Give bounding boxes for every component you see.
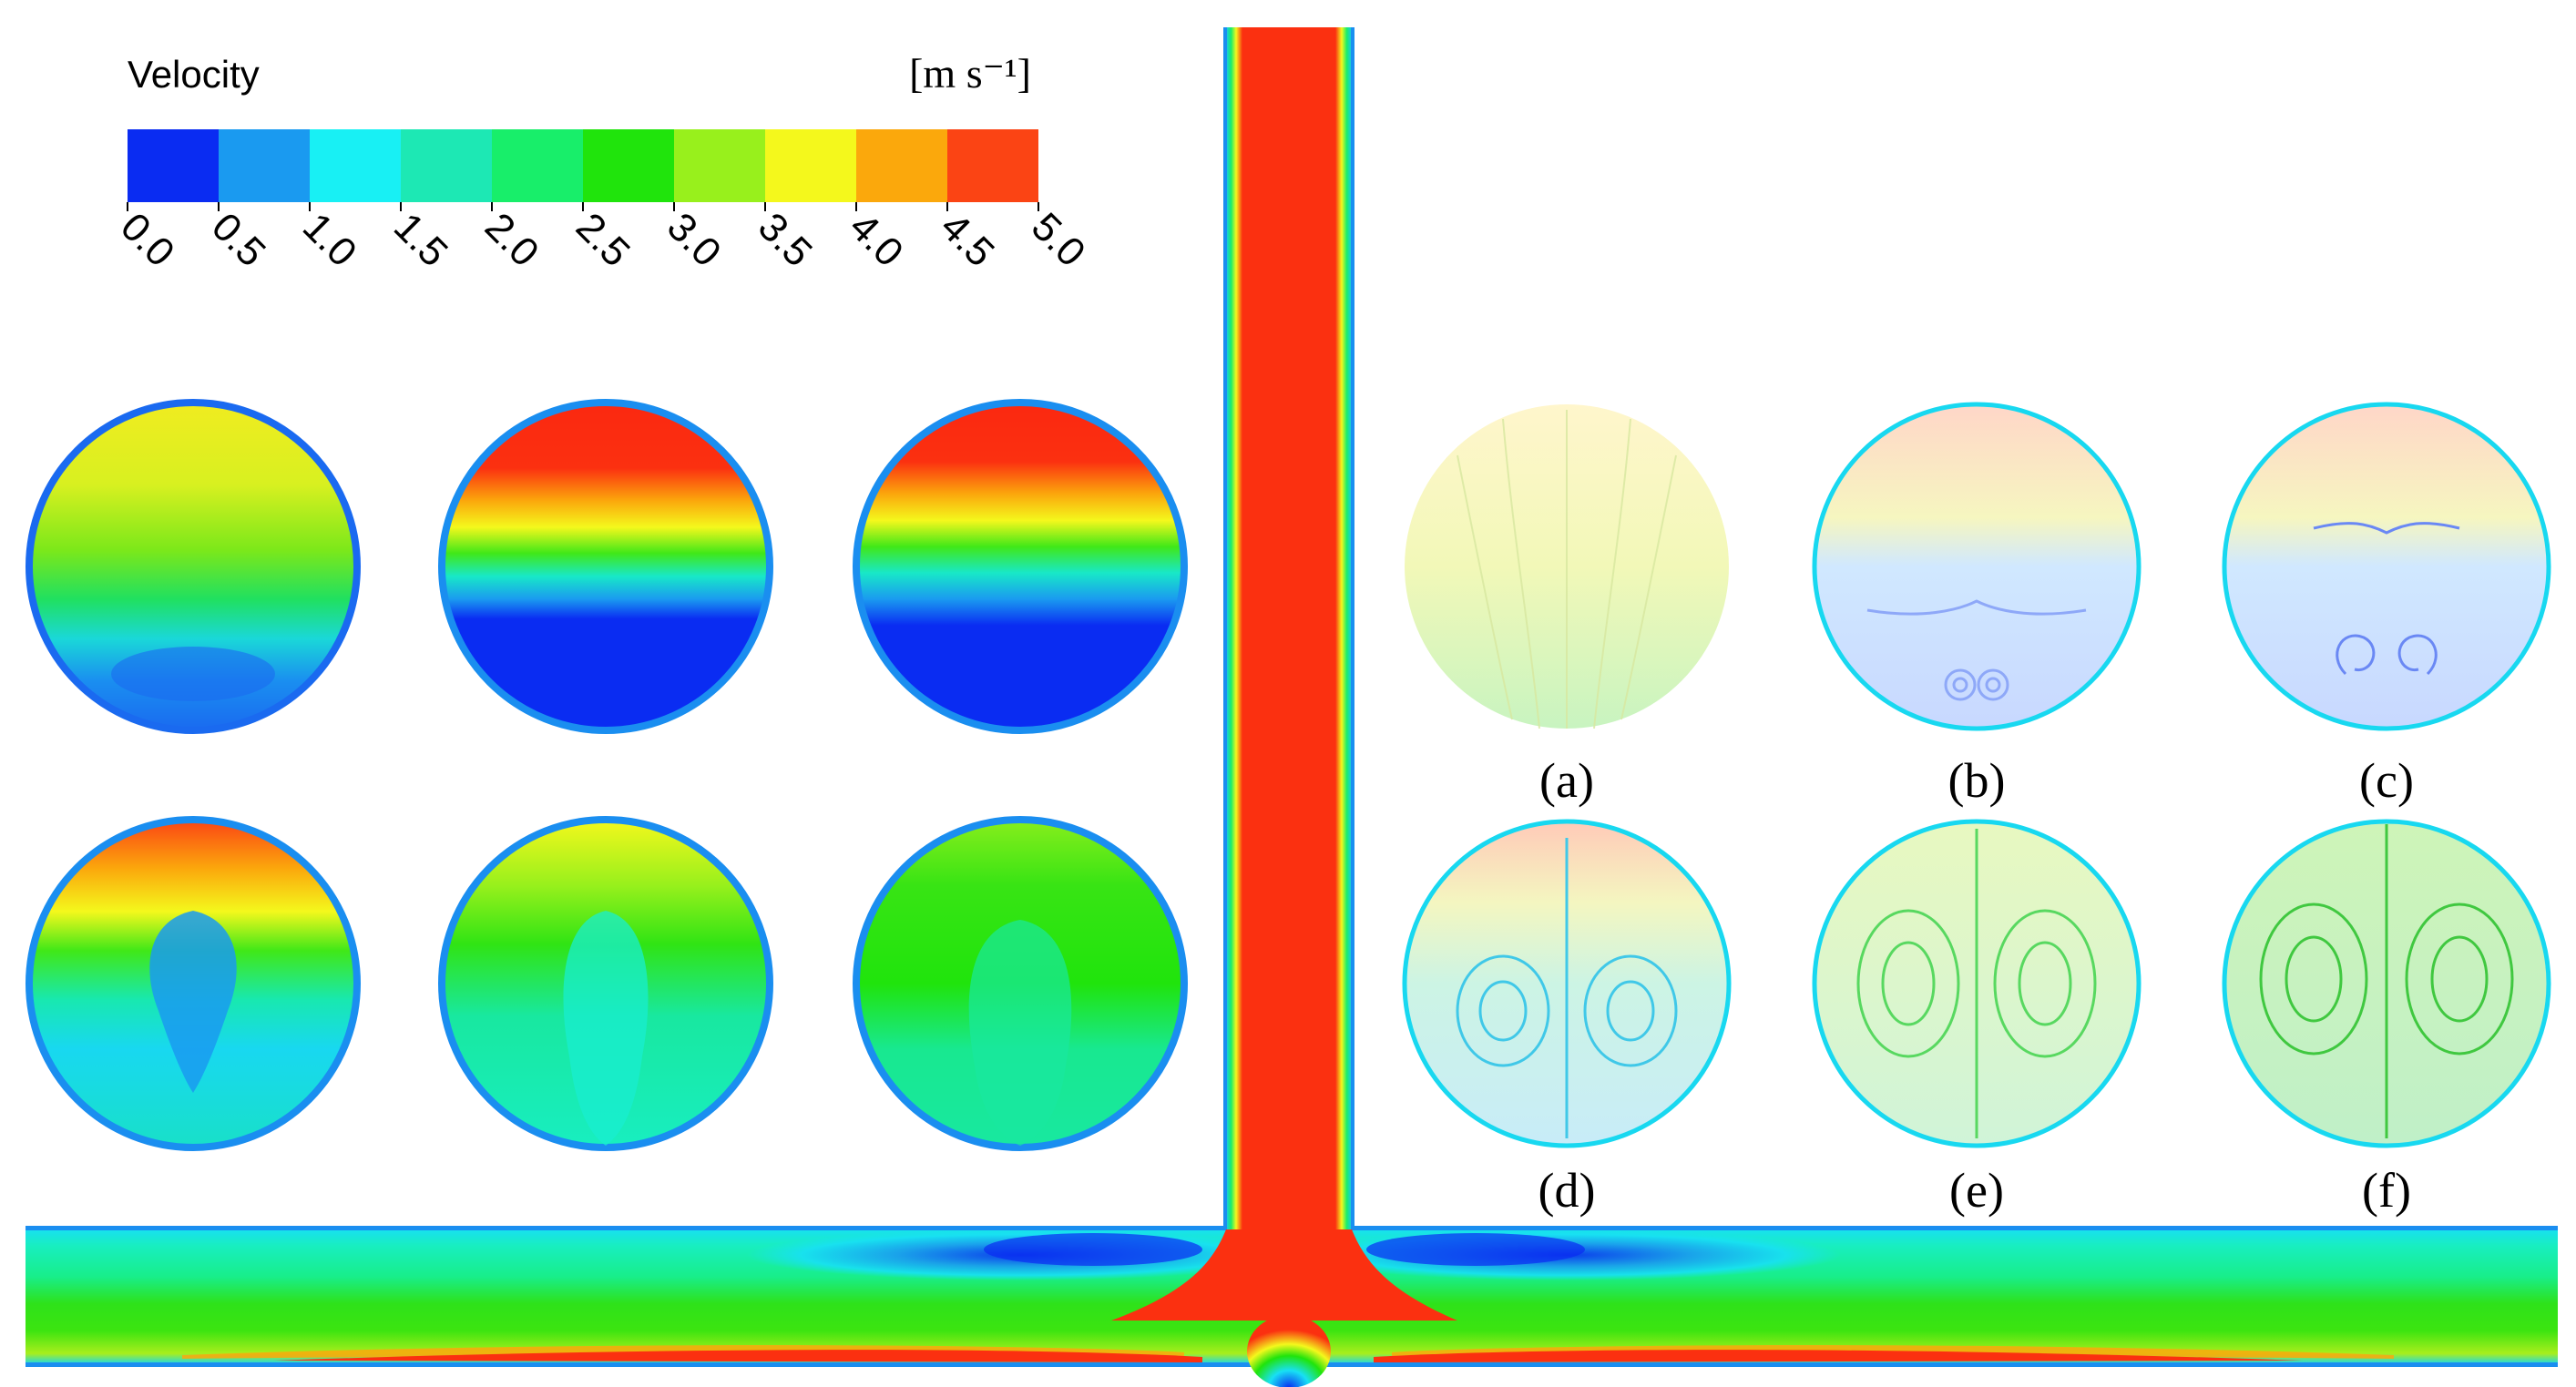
colorbar-swatches — [128, 129, 1038, 202]
colorbar-swatch — [219, 129, 310, 202]
streamline-panel-c: (c) — [2222, 402, 2551, 808]
colorbar-swatch — [765, 129, 856, 202]
streamline-panel-b: (b) — [1812, 402, 2142, 808]
colorbar-tick-label: 2.5 — [567, 204, 639, 275]
colorbar-title: Velocity — [128, 53, 260, 96]
streamline-panel-a: (a) — [1405, 404, 1729, 808]
contour-section-6 — [853, 816, 1188, 1151]
colorbar-ticks: 0.0 0.5 1.0 1.5 2.0 2.5 3.0 3.5 4.0 4.5 5.0 — [112, 202, 1094, 275]
colorbar-tick-label: 3.0 — [659, 204, 730, 275]
colorbar-unit: [m s⁻¹] — [909, 50, 1031, 97]
panel-label-c: (c) — [2359, 753, 2414, 808]
colorbar-swatch — [401, 129, 492, 202]
streamline-panels: (a) (b) (c) — [1402, 402, 2551, 1218]
colorbar-swatch — [674, 129, 765, 202]
panel-label-f: (f) — [2362, 1163, 2411, 1218]
colorbar-tick-label: 0.0 — [112, 204, 183, 275]
contour-section-2 — [438, 399, 773, 734]
colorbar-tick-label: 2.0 — [476, 204, 547, 275]
colorbar-tick-label: 3.5 — [750, 204, 821, 275]
contour-section-1 — [26, 399, 361, 734]
colorbar-tick-label: 4.5 — [932, 204, 1003, 275]
panel-label-a: (a) — [1539, 753, 1594, 808]
colorbar: Velocity [m s⁻¹] 0.0 0.5 1.0 1.5 2.0 2.5 3.0 3.… — [112, 50, 1094, 275]
contour-section-5 — [438, 816, 773, 1151]
contour-sections — [26, 399, 1188, 1151]
colorbar-swatch — [492, 129, 583, 202]
colorbar-tick-label: 5.0 — [1023, 204, 1094, 275]
streamline-panel-d: (d) — [1402, 819, 1732, 1218]
colorbar-tick-label: 1.5 — [385, 204, 456, 275]
colorbar-swatch — [128, 129, 219, 202]
panel-label-b: (b) — [1948, 753, 2006, 808]
colorbar-tick-label: 0.5 — [203, 204, 274, 275]
panel-label-d: (d) — [1538, 1163, 1596, 1218]
contour-section-3 — [853, 399, 1188, 734]
colorbar-swatch — [947, 129, 1038, 202]
colorbar-tick-label: 1.0 — [294, 204, 365, 275]
colorbar-tick-label: 4.0 — [841, 204, 912, 275]
colorbar-swatch — [310, 129, 401, 202]
contour-section-4 — [26, 816, 361, 1151]
streamline-panel-f: (f) — [2222, 819, 2551, 1218]
colorbar-swatch — [583, 129, 674, 202]
branch-pipe-jet — [1111, 27, 1457, 1387]
colorbar-swatch — [856, 129, 947, 202]
panel-label-e: (e) — [1949, 1163, 2004, 1218]
streamline-panel-e: (e) — [1812, 819, 2142, 1218]
